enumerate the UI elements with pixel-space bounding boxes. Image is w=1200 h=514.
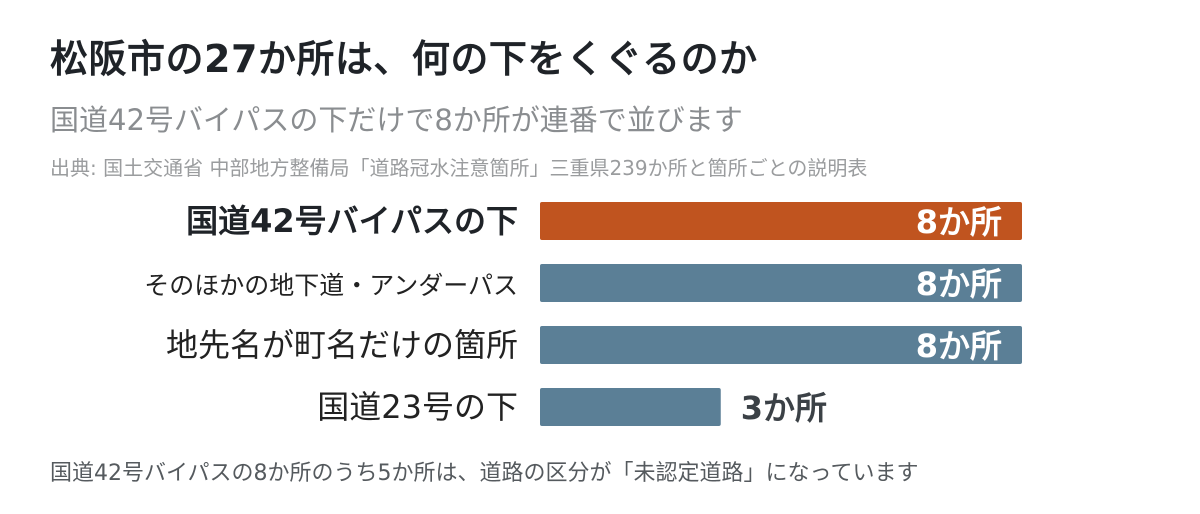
data-label: 8か所 [916, 265, 1002, 303]
bar [540, 202, 1022, 240]
chart-subtitle: 国道42号バイパスの下だけで8か所が連番で並びます [50, 103, 743, 137]
chart-footnote: 国道42号バイパスの8か所のうち5か所は、道路の区分が「未認定道路」になっていま… [50, 461, 919, 486]
bar [540, 326, 1022, 364]
category-label: そのほかの地下道・アンダーパス [144, 271, 518, 300]
category-label: 国道23号の下 [317, 388, 518, 426]
chart-source: 出典: 国土交通省 中部地方整備局「道路冠水注意箇所」三重県239か所と箇所ごと… [50, 156, 868, 180]
category-label: 国道42号バイパスの下 [186, 202, 518, 240]
category-label: 地先名が町名だけの箇所 [166, 326, 518, 364]
chart-title: 松阪市の27か所は、何の下をくぐるのか [50, 37, 758, 81]
data-label: 3か所 [741, 389, 827, 427]
bar [540, 264, 1022, 302]
bar [540, 388, 721, 426]
data-label: 8か所 [916, 203, 1002, 241]
data-label: 8か所 [916, 327, 1002, 365]
